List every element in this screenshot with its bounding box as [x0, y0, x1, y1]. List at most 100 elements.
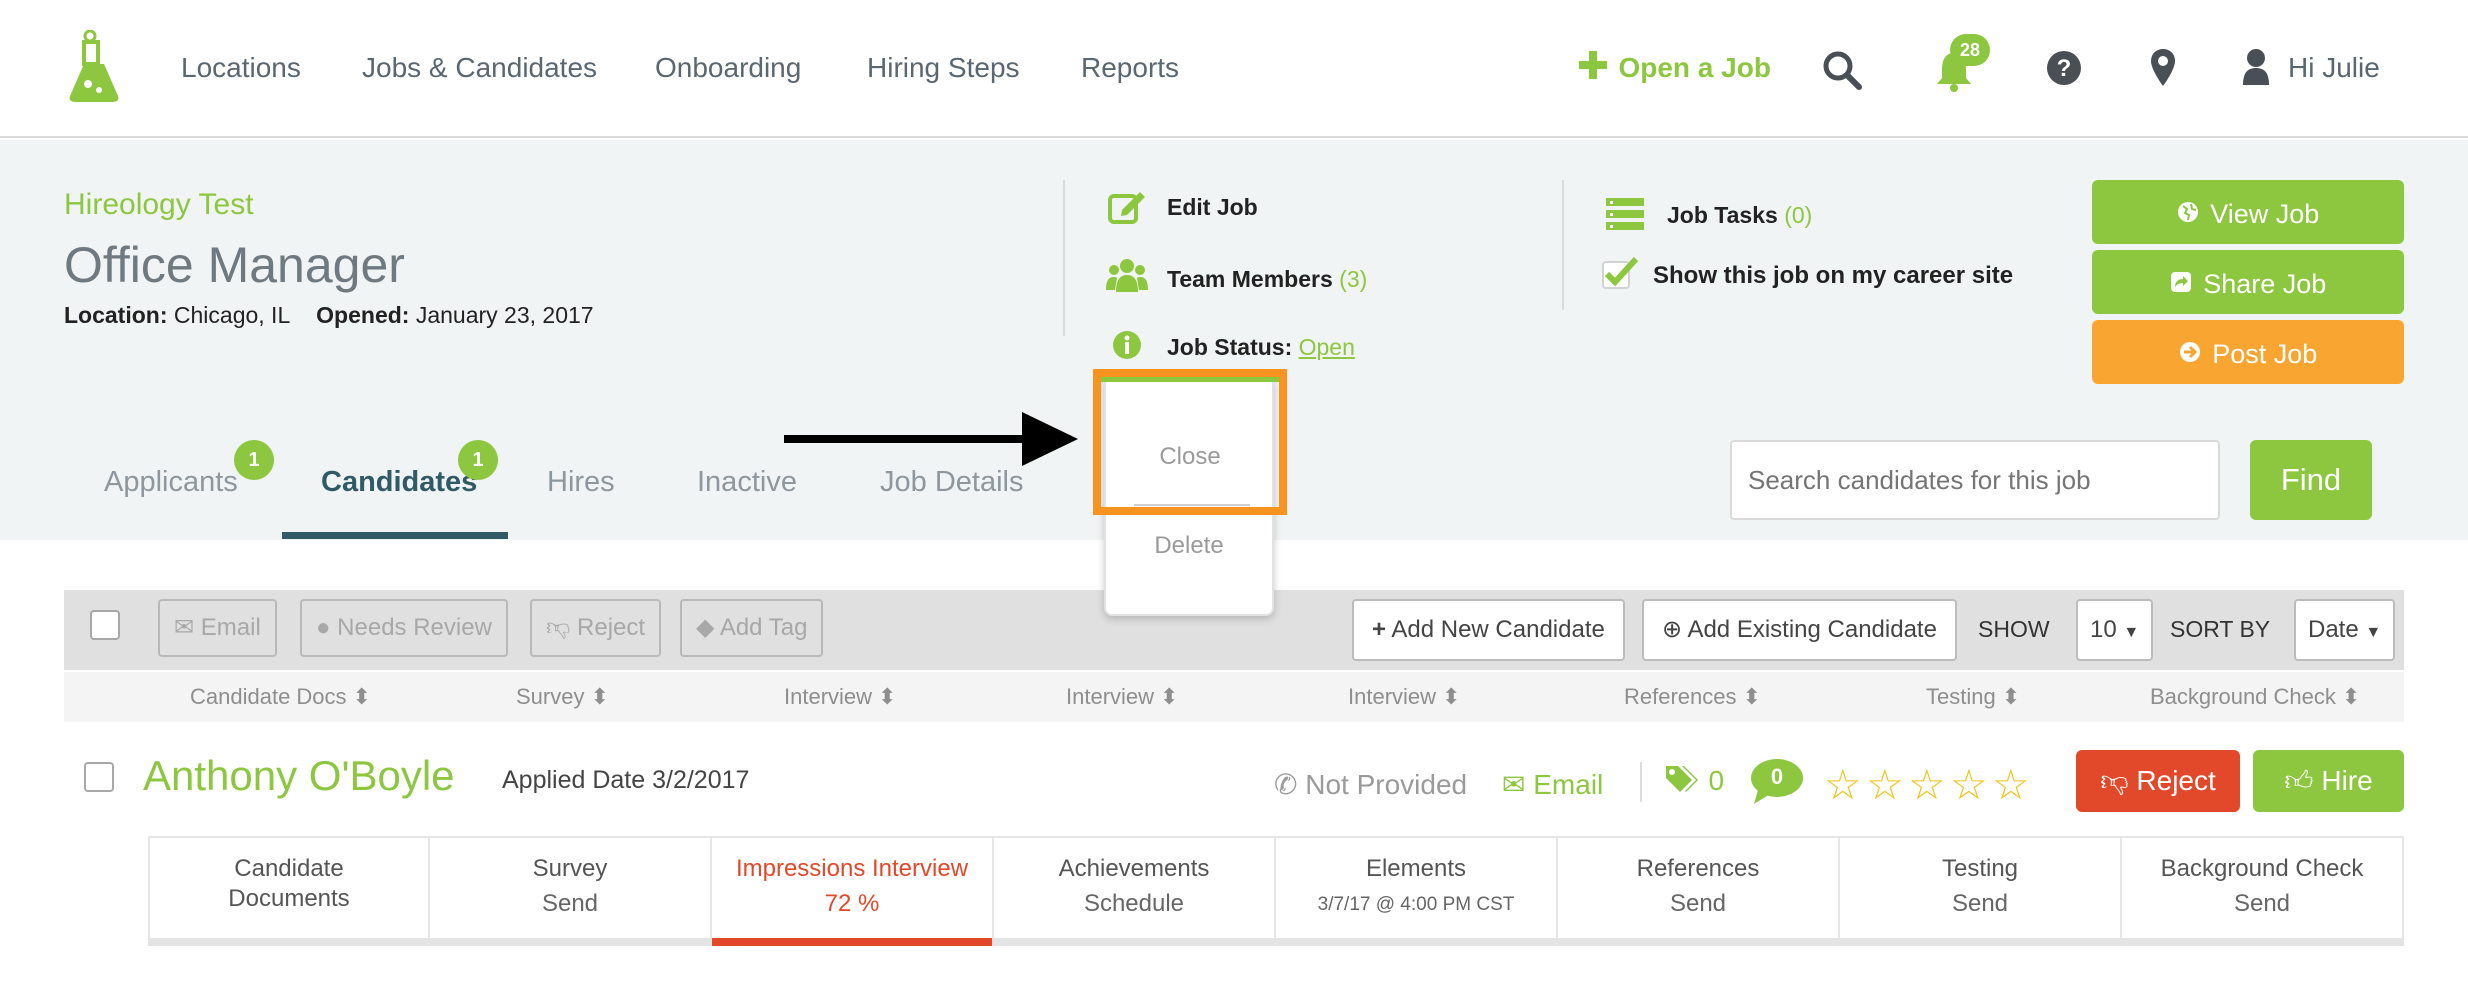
- divider: [1562, 180, 1564, 310]
- tab-inactive[interactable]: Inactive: [697, 466, 797, 498]
- tab-job-details[interactable]: Job Details: [880, 466, 1024, 498]
- user-icon[interactable]: [2242, 48, 2270, 91]
- location-value: Chicago, IL: [173, 302, 290, 328]
- candidate-phone: ✆ Not Provided: [1274, 768, 1467, 801]
- edit-job-link[interactable]: Edit Job: [1167, 194, 1258, 220]
- col-interview-1[interactable]: Interview ⬍: [784, 684, 897, 710]
- team-members-count: (3): [1339, 266, 1368, 292]
- add-tag-button[interactable]: ◆ Add Tag: [680, 599, 824, 657]
- delete-option[interactable]: Delete: [1154, 532, 1224, 559]
- post-job-button[interactable]: Post Job: [2092, 320, 2404, 384]
- stage-title: References: [1636, 855, 1760, 882]
- tab-candidates[interactable]: Candidates: [321, 466, 478, 498]
- star-icon[interactable]: ☆: [1992, 761, 2030, 808]
- nav-reports[interactable]: Reports: [1081, 52, 1180, 83]
- col-interview-3[interactable]: Interview ⬍: [1348, 684, 1461, 710]
- add-new-candidate-button[interactable]: + Add New Candidate: [1352, 599, 1625, 661]
- hireology-logo-icon[interactable]: [66, 29, 122, 104]
- stage-elements[interactable]: Elements 3/7/17 @ 4:00 PM CST: [1276, 836, 1558, 944]
- divider: [1063, 180, 1065, 336]
- col-survey[interactable]: Survey ⬍: [516, 684, 609, 710]
- add-existing-candidate-button[interactable]: ⊕ Add Existing Candidate: [1642, 599, 1957, 661]
- highlight-box: Close: [1093, 369, 1287, 515]
- bulk-actions-toolbar: ✉ Email ● Needs Review 👎︎ Reject ◆ Add T…: [64, 590, 2404, 670]
- email-button[interactable]: ✉ Email: [158, 599, 277, 657]
- nav-jobs-candidates[interactable]: Jobs & Candidates: [362, 52, 598, 83]
- tab-applicants[interactable]: Applicants: [104, 466, 238, 498]
- col-candidate-docs[interactable]: Candidate Docs ⬍: [190, 684, 371, 710]
- sort-icon: ⬍: [2001, 684, 2021, 709]
- select-all-checkbox[interactable]: [90, 610, 120, 640]
- stage-status: Send: [1951, 890, 2009, 917]
- reject-bulk-button[interactable]: 👎︎ Reject: [530, 599, 662, 657]
- star-icon[interactable]: ☆: [1908, 761, 1946, 808]
- star-icon[interactable]: ☆: [1866, 761, 1904, 808]
- nav-locations[interactable]: Locations: [181, 52, 301, 83]
- share-job-label: Share Job: [2203, 268, 2327, 299]
- sort-by-select[interactable]: Date ▼: [2294, 599, 2396, 661]
- share-job-button[interactable]: Share Job: [2092, 250, 2404, 314]
- column-headers: Candidate Docs ⬍ Survey ⬍ Interview ⬍ In…: [64, 672, 2404, 722]
- job-tasks-link[interactable]: Job Tasks (0): [1667, 202, 1812, 229]
- col-label: Survey: [516, 684, 585, 709]
- share-icon: [2170, 252, 2192, 316]
- thumbs-down-icon: 👎︎: [546, 614, 571, 641]
- company-name[interactable]: Hireology Test: [64, 188, 254, 221]
- location-pin-icon[interactable]: [2150, 48, 2176, 93]
- col-label: References: [1624, 684, 1737, 709]
- open-job-link[interactable]: Open a Job: [1578, 50, 1771, 90]
- hire-button[interactable]: 👍︎ Hire: [2253, 750, 2404, 812]
- job-status-open-link[interactable]: Open: [1298, 334, 1355, 360]
- stage-background-check[interactable]: Background Check Send: [2122, 836, 2404, 944]
- col-references[interactable]: References ⬍: [1624, 684, 1761, 710]
- thumbs-down-icon: 👎︎: [2100, 765, 2129, 796]
- view-job-button[interactable]: View Job: [2092, 180, 2404, 244]
- help-icon[interactable]: ?: [2046, 50, 2082, 91]
- col-testing[interactable]: Testing ⬍: [1926, 684, 2020, 710]
- nav-hiring-steps[interactable]: Hiring Steps: [867, 52, 1020, 83]
- reject-label: Reject: [2136, 765, 2216, 796]
- search-plus-icon: ⊕: [1662, 616, 1683, 643]
- job-tasks-label: Job Tasks: [1667, 202, 1778, 228]
- job-title: Office Manager: [64, 237, 405, 293]
- star-icon[interactable]: ☆: [1824, 761, 1862, 808]
- plus-icon: +: [1372, 616, 1387, 643]
- candidate-select-checkbox[interactable]: [84, 762, 114, 792]
- search-candidates-input[interactable]: [1730, 440, 2220, 520]
- location-label: Location:: [64, 302, 168, 328]
- nav-onboarding[interactable]: Onboarding: [655, 52, 802, 83]
- col-label: Interview: [1348, 684, 1437, 709]
- career-site-checkbox[interactable]: [1602, 256, 1639, 295]
- thumbs-up-icon: 👍︎: [2284, 765, 2314, 796]
- needs-review-button[interactable]: ● Needs Review: [300, 599, 508, 657]
- caret-down-icon: ▼: [2365, 624, 2382, 641]
- team-members-link[interactable]: Team Members (3): [1167, 266, 1367, 293]
- show-count-select[interactable]: 10 ▼: [2076, 599, 2154, 661]
- user-greeting[interactable]: Hi Julie: [2288, 52, 2380, 83]
- find-button[interactable]: Find: [2250, 440, 2372, 520]
- sort-icon: ⬍: [1160, 684, 1179, 709]
- stage-references[interactable]: References Send: [1558, 836, 1840, 944]
- stage-impressions-interview[interactable]: Impressions Interview 72 %: [712, 836, 994, 944]
- comments-icon[interactable]: [1750, 758, 1804, 806]
- stage-achievements[interactable]: Achievements Schedule: [994, 836, 1276, 944]
- candidate-email-link[interactable]: ✉ Email: [1502, 768, 1603, 801]
- dropdown-top-accent: [1101, 377, 1279, 382]
- phone-value: Not Provided: [1305, 769, 1468, 800]
- tag-icon: ◆: [696, 614, 715, 641]
- envelope-icon: ✉: [1502, 769, 1526, 800]
- candidate-name[interactable]: Anthony O'Boyle: [143, 752, 455, 799]
- sort-by-label: SORT BY: [2170, 616, 2271, 642]
- stage-survey[interactable]: Survey Send: [430, 836, 712, 944]
- col-label: Candidate Docs: [190, 684, 347, 709]
- col-background-check[interactable]: Background Check ⬍: [2150, 684, 2360, 710]
- close-option[interactable]: Close: [1159, 443, 1221, 470]
- candidate-tags[interactable]: 0: [1664, 764, 1724, 797]
- reject-button[interactable]: 👎︎ Reject: [2076, 750, 2240, 812]
- col-interview-2[interactable]: Interview ⬍: [1066, 684, 1179, 710]
- stage-candidate-documents[interactable]: Candidate Documents: [148, 836, 430, 944]
- star-icon[interactable]: ☆: [1950, 761, 1988, 808]
- search-icon[interactable]: [1822, 50, 1862, 95]
- tab-hires[interactable]: Hires: [547, 466, 615, 498]
- stage-testing[interactable]: Testing Send: [1840, 836, 2122, 944]
